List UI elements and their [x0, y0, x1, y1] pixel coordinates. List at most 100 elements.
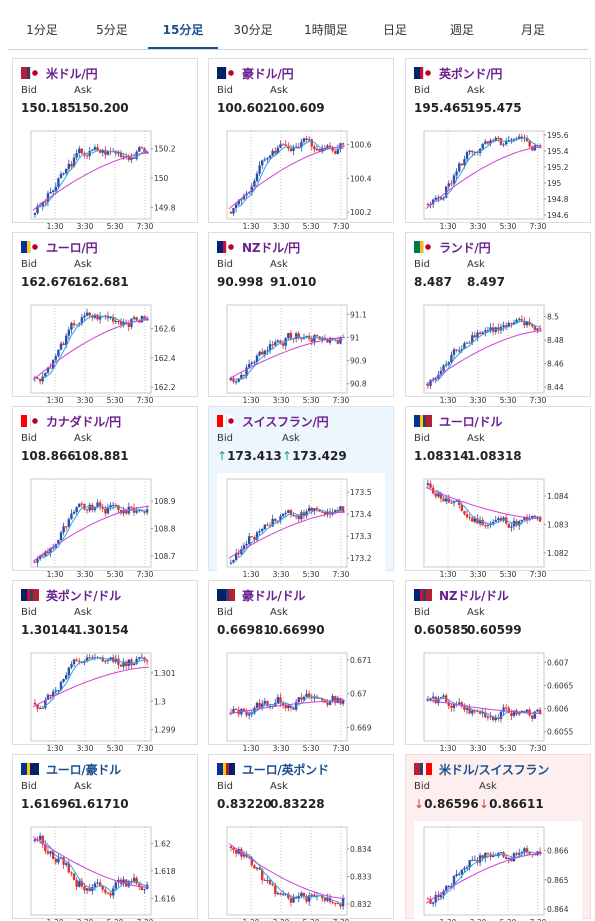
candle-body: [247, 856, 251, 858]
pair-name[interactable]: ユーロ/英ポンド: [242, 762, 329, 777]
candle-body: [434, 895, 437, 903]
candle-body: [98, 502, 102, 508]
candle-body: [491, 716, 495, 721]
pair-name[interactable]: カナダドル/円: [46, 414, 121, 429]
candle-body: [38, 707, 42, 709]
candle-body: [274, 885, 277, 894]
candle-body: [104, 508, 107, 514]
rate-card[interactable]: 英ポンド/ドル Bid Ask 1.30144 1.30154 1:30 3:30 5:30 7…: [12, 580, 198, 753]
pair-name[interactable]: NZドル/ドル: [439, 588, 509, 603]
pair-name[interactable]: 英ポンド/ドル: [46, 588, 121, 603]
candle-body: [287, 510, 290, 513]
ma-short-line: [238, 696, 344, 714]
tab-5[interactable]: 1時間足: [304, 23, 348, 37]
card-header: 米ドル/スイスフラン: [414, 761, 549, 777]
chart-container[interactable]: 1:30 3:30 5:30 7:30 0.671 0.67 0.669: [217, 647, 385, 757]
candle-body: [51, 547, 55, 549]
pair-name[interactable]: 米ドル/スイスフラン: [439, 762, 550, 777]
candle-body: [491, 140, 495, 142]
candle-body: [49, 367, 52, 369]
rate-card[interactable]: スイスフラン/円 Bid Ask ↑173.413 ↑173.429 1:30 3:30 5:…: [208, 406, 394, 583]
bid-value: 108.866: [21, 449, 76, 463]
rate-card[interactable]: 米ドル/スイスフランBidAsk↓0.86596↓0.866111:303:30…: [405, 754, 591, 921]
pair-name[interactable]: 豪ドル/円: [242, 66, 294, 81]
y-tick-label: 1.616: [154, 895, 176, 904]
candle-body: [130, 659, 133, 666]
tab-8[interactable]: 月足: [520, 23, 545, 37]
chart-container[interactable]: 1:30 3:30 5:30 7:30 0.834 0.833 0.832: [217, 821, 385, 921]
chart-container[interactable]: 1:30 3:30 5:30 7:30 173.5 173.4 173.3 173.2: [217, 473, 385, 583]
rate-card[interactable]: ランド/円 Bid Ask 8.487 8.497 1:30 3:30 5:30 7:30 8.5…: [405, 232, 591, 405]
candle-body: [533, 326, 537, 331]
tab-6[interactable]: 日足: [382, 23, 407, 37]
candle-body: [250, 857, 253, 866]
candle-body: [497, 518, 500, 521]
candle-body: [101, 657, 104, 662]
candle-body: [450, 705, 453, 708]
y-tick-label: 0.833: [350, 873, 372, 882]
ask-value: 195.475: [467, 101, 522, 115]
x-tick-label: 5:30: [500, 744, 517, 753]
chart-container[interactable]: 1:30 3:30 5:30 7:30 195.6 195.4 195.2 195 194.8 1…: [414, 125, 582, 235]
ask-label: Ask: [467, 607, 485, 618]
tab-2[interactable]: 5分足: [96, 23, 128, 37]
tab-3[interactable]: 15分足: [148, 12, 218, 49]
chart-container[interactable]: 1:30 3:30 5:30 7:30 100.6 100.4 100.2: [217, 125, 385, 235]
chart-container[interactable]: 1:30 3:30 5:30 7:30 91.1 91 90.9 90.8: [217, 299, 385, 409]
chart-container[interactable]: 1:30 3:30 5:30 7:30 1.084 1.083 1.082: [414, 473, 582, 583]
tab-1[interactable]: 1分足: [26, 23, 58, 37]
rate-card[interactable]: NZドル/ドル Bid Ask 0.60585 0.60599 1:30 3:30 5:30 7…: [405, 580, 591, 753]
candle-body: [326, 339, 329, 343]
rate-card[interactable]: 米ドル/円 Bid Ask 150.185 150.200 1:30 3:30 5:30 7:3…: [12, 58, 198, 231]
pair-name[interactable]: ユーロ/豪ドル: [46, 762, 121, 777]
candle-body: [426, 483, 430, 486]
pair-name[interactable]: 豪ドル/ドル: [242, 588, 306, 603]
rate-card[interactable]: 豪ドル/ドル Bid Ask 0.66981 0.66990 1:30 3:30 5:30 7:…: [208, 580, 394, 753]
chart-container[interactable]: 1:30 3:30 5:30 7:30 150.2 150 149.8: [21, 125, 189, 235]
candle-body: [234, 381, 238, 383]
candle-body: [88, 504, 91, 511]
pair-name[interactable]: ユーロ/円: [46, 240, 98, 255]
candle-body: [119, 509, 123, 514]
candle-body: [452, 175, 456, 184]
chart-container[interactable]: 1:30 3:30 5:30 7:30 1.301 1.3 1.299: [21, 647, 189, 757]
candle-body: [442, 891, 445, 896]
candle-body: [109, 316, 112, 319]
tab-4[interactable]: 30分足: [233, 23, 273, 37]
y-tick-label: 162.6: [154, 324, 176, 333]
pair-name[interactable]: ランド/円: [439, 240, 491, 255]
pair-name[interactable]: ユーロ/ドル: [439, 414, 503, 429]
bid-label: Bid: [21, 781, 37, 792]
rate-card[interactable]: 英ポンド/円 Bid Ask 195.465 195.475 1:30 3:30 5:30 7:…: [405, 58, 591, 231]
candle-body: [44, 372, 47, 377]
chart-container[interactable]: 1:30 3:30 5:30 7:30 0.866 0.865 0.864: [414, 821, 582, 921]
chart-container[interactable]: 1:30 3:30 5:30 7:30 162.6 162.4 162.2: [21, 299, 189, 409]
rate-card[interactable]: ユーロ/ドル Bid Ask 1.08314 1.08318 1:30 3:30 5:30 7:…: [405, 406, 591, 579]
x-tick-label: 7:30: [530, 744, 547, 753]
chart-container[interactable]: 1:30 3:30 5:30 7:30 108.9 108.8 108.7: [21, 473, 189, 583]
chart-container[interactable]: 1:30 3:30 5:30 7:30 0.607 0.6065 0.606 0.6055: [414, 647, 582, 757]
pair-name[interactable]: 米ドル/円: [46, 66, 98, 81]
candle-body: [504, 856, 508, 860]
pair-name[interactable]: 英ポンド/円: [439, 66, 503, 81]
candle-body: [468, 707, 471, 714]
pair-name[interactable]: NZドル/円: [242, 240, 300, 255]
pair-name[interactable]: スイスフラン/円: [242, 414, 329, 429]
chart-container[interactable]: 1:30 3:30 5:30 7:30 1.62 1.618 1.616: [21, 821, 189, 921]
price-chart: 1:30 3:30 5:30 7:30 195.6 195.4 195.2 195 194.8 1…: [423, 130, 569, 231]
chart-container[interactable]: 1:30 3:30 5:30 7:30 8.5 8.48 8.46 8.44: [414, 299, 582, 409]
rate-card[interactable]: カナダドル/円 Bid Ask 108.866 108.881 1:30 3:30 5:30 7…: [12, 406, 198, 579]
candle-body: [458, 350, 461, 352]
tab-7[interactable]: 週足: [449, 23, 474, 37]
candle-body: [88, 657, 91, 659]
candle-body: [450, 183, 453, 185]
candle-body: [234, 708, 238, 710]
rate-card[interactable]: ユーロ/円 Bid Ask 162.676 162.681 1:30 3:30 5:30 7:3…: [12, 232, 198, 405]
y-tick-label: 108.7: [154, 552, 176, 561]
nz-us-flag-icon: [414, 589, 432, 601]
candle-body: [437, 895, 440, 898]
rate-card[interactable]: 豪ドル/円 Bid Ask 100.602 100.609 1:30 3:30 5:30 7:3…: [208, 58, 394, 231]
rate-card[interactable]: NZドル/円 Bid Ask 90.998 91.010 1:30 3:30 5:30 7:30…: [208, 232, 394, 405]
